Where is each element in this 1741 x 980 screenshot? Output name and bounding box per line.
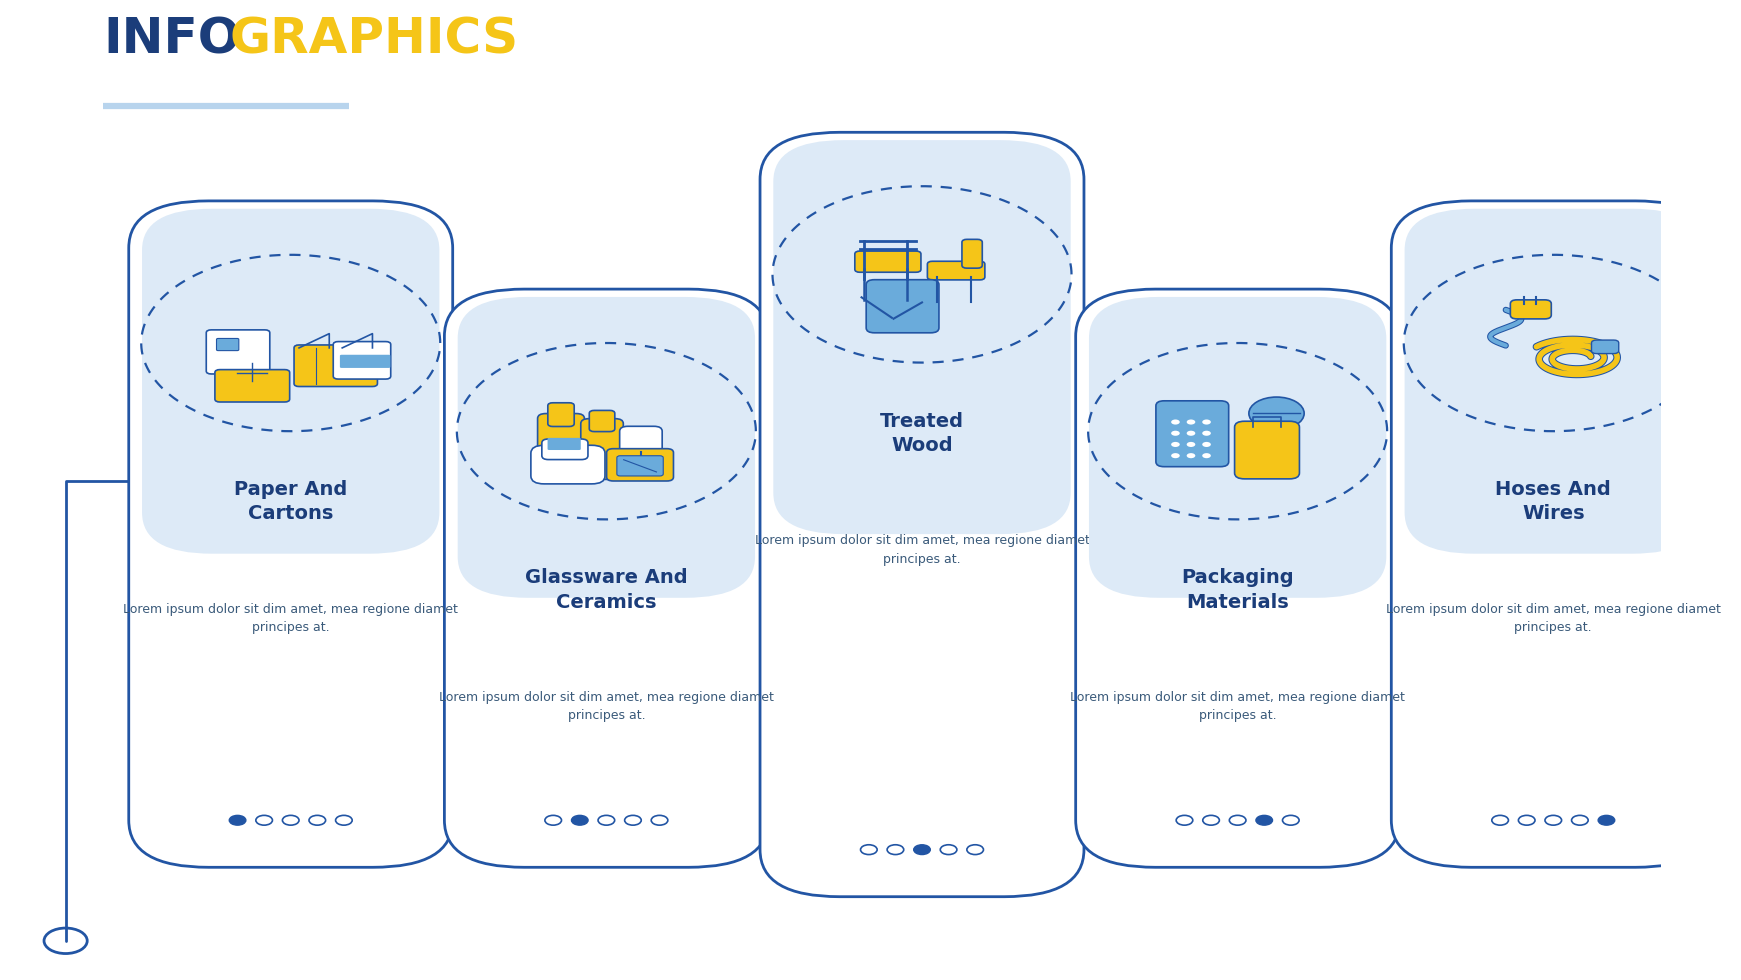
Text: Paper And
Cartons: Paper And Cartons xyxy=(233,480,348,523)
FancyBboxPatch shape xyxy=(216,338,239,351)
Circle shape xyxy=(1203,453,1210,459)
Circle shape xyxy=(914,845,930,855)
FancyBboxPatch shape xyxy=(855,251,921,272)
FancyBboxPatch shape xyxy=(581,418,623,479)
FancyBboxPatch shape xyxy=(1511,300,1551,318)
Text: Lorem ipsum dolor sit dim amet, mea regione diamet
principes at.: Lorem ipsum dolor sit dim amet, mea regi… xyxy=(1071,691,1405,722)
FancyBboxPatch shape xyxy=(444,289,768,867)
Circle shape xyxy=(1203,442,1210,447)
FancyBboxPatch shape xyxy=(143,209,439,554)
Text: INFO: INFO xyxy=(103,16,240,64)
Circle shape xyxy=(1172,442,1180,447)
FancyBboxPatch shape xyxy=(1156,401,1229,466)
FancyBboxPatch shape xyxy=(1391,201,1715,867)
FancyBboxPatch shape xyxy=(773,140,1071,534)
Text: Packaging
Materials: Packaging Materials xyxy=(1182,568,1294,612)
FancyBboxPatch shape xyxy=(458,297,756,598)
FancyBboxPatch shape xyxy=(588,411,615,431)
Text: Lorem ipsum dolor sit dim amet, mea regione diamet
principes at.: Lorem ipsum dolor sit dim amet, mea regi… xyxy=(439,691,773,722)
Circle shape xyxy=(1203,419,1210,424)
FancyBboxPatch shape xyxy=(606,449,674,481)
FancyBboxPatch shape xyxy=(867,279,938,333)
Text: Lorem ipsum dolor sit dim amet, mea regione diamet
principes at.: Lorem ipsum dolor sit dim amet, mea regi… xyxy=(124,603,458,634)
FancyBboxPatch shape xyxy=(333,342,390,379)
Circle shape xyxy=(1187,453,1196,459)
FancyBboxPatch shape xyxy=(548,403,575,426)
Circle shape xyxy=(1255,815,1273,825)
FancyBboxPatch shape xyxy=(339,355,390,368)
FancyBboxPatch shape xyxy=(541,439,588,460)
FancyBboxPatch shape xyxy=(538,414,585,479)
FancyBboxPatch shape xyxy=(531,445,604,484)
FancyBboxPatch shape xyxy=(129,201,453,867)
FancyBboxPatch shape xyxy=(548,438,581,450)
Text: Glassware And
Ceramics: Glassware And Ceramics xyxy=(526,568,688,612)
Circle shape xyxy=(1248,397,1304,429)
Circle shape xyxy=(1187,430,1196,436)
FancyBboxPatch shape xyxy=(214,369,289,402)
Text: Hoses And
Wires: Hoses And Wires xyxy=(1496,480,1610,523)
FancyBboxPatch shape xyxy=(928,262,985,280)
Text: GRAPHICS: GRAPHICS xyxy=(230,16,519,64)
Text: Lorem ipsum dolor sit dim amet, mea regione diamet
principes at.: Lorem ipsum dolor sit dim amet, mea regi… xyxy=(1386,603,1720,634)
Circle shape xyxy=(1172,453,1180,459)
Circle shape xyxy=(230,815,245,825)
FancyBboxPatch shape xyxy=(761,132,1085,897)
FancyBboxPatch shape xyxy=(1591,340,1619,354)
FancyBboxPatch shape xyxy=(963,239,982,269)
FancyBboxPatch shape xyxy=(205,330,270,374)
FancyBboxPatch shape xyxy=(616,456,663,476)
Circle shape xyxy=(571,815,588,825)
FancyBboxPatch shape xyxy=(1234,421,1299,479)
FancyBboxPatch shape xyxy=(294,345,378,386)
Circle shape xyxy=(1172,419,1180,424)
FancyBboxPatch shape xyxy=(620,426,662,457)
FancyBboxPatch shape xyxy=(1088,297,1386,598)
Circle shape xyxy=(1598,815,1614,825)
Circle shape xyxy=(1203,430,1210,436)
Circle shape xyxy=(1187,442,1196,447)
Text: Treated
Wood: Treated Wood xyxy=(879,412,965,455)
Circle shape xyxy=(1187,419,1196,424)
FancyBboxPatch shape xyxy=(1405,209,1703,554)
Text: Lorem ipsum dolor sit dim amet, mea regione diamet
principes at.: Lorem ipsum dolor sit dim amet, mea regi… xyxy=(754,534,1090,565)
FancyBboxPatch shape xyxy=(1076,289,1400,867)
Circle shape xyxy=(1172,430,1180,436)
